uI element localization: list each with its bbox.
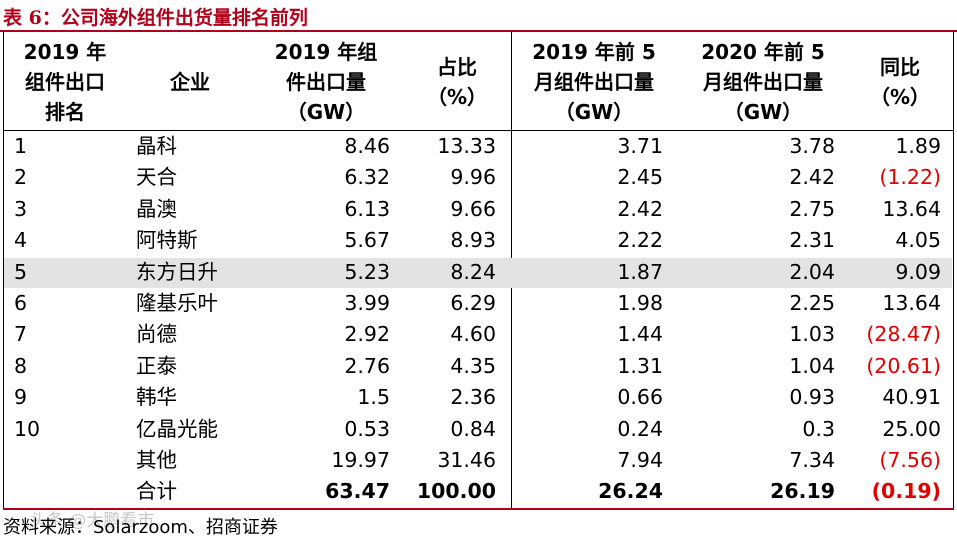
cell-rank: 7 xyxy=(14,322,28,347)
table-frame xyxy=(3,32,954,510)
cell-company: 合计 xyxy=(136,479,177,504)
cell-exp2019: 5.23 xyxy=(344,259,390,284)
cell-share: 31.46 xyxy=(437,448,496,472)
cell-company: 韩华 xyxy=(136,385,177,410)
cell-rank: 1 xyxy=(14,134,28,158)
table-title: 表 6：公司海外组件出货量排名前列 xyxy=(3,7,308,29)
cell-company: 其他 xyxy=(136,448,177,472)
cell-yoy: (20.61) xyxy=(866,353,941,378)
cell-yoy: (0.19) xyxy=(871,479,941,504)
header-rule xyxy=(3,130,954,131)
cell-share: 9.66 xyxy=(450,196,496,221)
watermark: 头条 @大鹏看市 xyxy=(30,511,155,531)
header-export-2019: 2019 年组 件出口量 （GW） xyxy=(274,40,378,124)
cell-exp2019: 3.99 xyxy=(344,291,390,315)
cell-exp2019-5m: 26.24 xyxy=(598,479,663,504)
cell-share: 9.96 xyxy=(450,165,496,190)
cell-company: 亿晶光能 xyxy=(136,416,218,441)
cell-share: 6.29 xyxy=(450,291,496,315)
cell-yoy: 1.89 xyxy=(895,134,941,158)
cell-exp2020-5m: 3.78 xyxy=(789,134,835,158)
cell-rank: 6 xyxy=(14,291,28,315)
cell-exp2020-5m: 2.75 xyxy=(789,196,835,221)
cell-exp2019: 2.92 xyxy=(344,322,390,347)
cell-exp2020-5m: 2.25 xyxy=(789,291,835,315)
cell-exp2019-5m: 0.66 xyxy=(617,385,663,410)
cell-exp2019-5m: 7.94 xyxy=(617,448,663,472)
cell-rank: 9 xyxy=(14,385,28,410)
cell-exp2019-5m: 2.22 xyxy=(617,228,663,253)
cell-exp2019: 6.32 xyxy=(344,165,390,190)
cell-exp2019-5m: 2.42 xyxy=(617,196,663,221)
cell-company: 晶澳 xyxy=(136,196,177,221)
cell-exp2019: 0.53 xyxy=(344,416,390,441)
cell-company: 晶科 xyxy=(136,134,177,158)
cell-share: 0.84 xyxy=(450,416,496,441)
header-export-2020-5m: 2020 年前 5 月组件出口量 （GW） xyxy=(701,40,825,124)
cell-rank: 4 xyxy=(14,228,28,253)
header-company: 企业 xyxy=(170,70,210,94)
cell-exp2019: 19.97 xyxy=(331,448,390,472)
cell-exp2019: 6.13 xyxy=(344,196,390,221)
cell-exp2020-5m: 2.04 xyxy=(789,259,835,284)
cell-exp2019: 2.76 xyxy=(344,353,390,378)
cell-company: 隆基乐叶 xyxy=(136,291,218,315)
cell-share: 4.35 xyxy=(450,353,496,378)
cell-exp2019: 63.47 xyxy=(325,479,390,504)
cell-yoy: (7.56) xyxy=(879,448,941,472)
title-rule xyxy=(0,30,957,32)
cell-yoy: 40.91 xyxy=(882,385,941,410)
cell-share: 4.60 xyxy=(450,322,496,347)
cell-rank: 8 xyxy=(14,353,28,378)
cell-exp2020-5m: 2.42 xyxy=(789,165,835,190)
cell-yoy: 4.05 xyxy=(895,228,941,253)
table-bottom-rule xyxy=(3,508,954,510)
cell-exp2020-5m: 7.34 xyxy=(789,448,835,472)
cell-share: 13.33 xyxy=(437,134,496,158)
cell-rank: 5 xyxy=(14,259,28,284)
cell-yoy: 25.00 xyxy=(882,416,941,441)
cell-exp2020-5m: 0.93 xyxy=(789,385,835,410)
source-note: 资料来源：Solarzoom、招商证券 xyxy=(3,517,278,538)
cell-exp2019: 1.5 xyxy=(357,385,390,410)
cell-company: 正泰 xyxy=(136,353,177,378)
cell-company: 尚德 xyxy=(136,322,177,347)
cell-yoy: (1.22) xyxy=(879,165,941,190)
cell-company: 东方日升 xyxy=(136,259,218,284)
cell-exp2020-5m: 1.04 xyxy=(789,353,835,378)
cell-yoy: 13.64 xyxy=(882,291,941,315)
cell-share: 2.36 xyxy=(450,385,496,410)
cell-share: 100.00 xyxy=(416,479,496,504)
cell-rank: 10 xyxy=(14,416,41,441)
cell-exp2019-5m: 1.98 xyxy=(617,291,663,315)
cell-exp2020-5m: 26.19 xyxy=(770,479,835,504)
cell-share: 8.24 xyxy=(450,259,496,284)
cell-exp2019-5m: 3.71 xyxy=(617,134,663,158)
cell-exp2019-5m: 1.44 xyxy=(617,322,663,347)
header-rank: 2019 年 组件出口 排名 xyxy=(23,40,107,124)
cell-exp2020-5m: 2.31 xyxy=(789,228,835,253)
cell-company: 阿特斯 xyxy=(136,228,198,253)
cell-exp2019-5m: 1.31 xyxy=(617,353,663,378)
cell-exp2019-5m: 1.87 xyxy=(617,259,663,284)
cell-exp2019-5m: 2.45 xyxy=(617,165,663,190)
cell-rank: 2 xyxy=(14,165,28,190)
cell-company: 天合 xyxy=(136,165,177,190)
header-export-2019-5m: 2019 年前 5 月组件出口量 （GW） xyxy=(532,40,656,124)
highlight-row-band xyxy=(4,258,952,288)
cell-share: 8.93 xyxy=(450,228,496,253)
cell-yoy: 9.09 xyxy=(895,259,941,284)
header-share: 占比 （%） xyxy=(426,55,488,109)
cell-exp2019-5m: 0.24 xyxy=(617,416,663,441)
cell-exp2020-5m: 0.3 xyxy=(802,416,835,441)
header-yoy: 同比 （%） xyxy=(869,55,931,109)
cell-exp2019: 5.67 xyxy=(344,228,390,253)
cell-yoy: (28.47) xyxy=(866,322,941,347)
cell-yoy: 13.64 xyxy=(882,196,941,221)
cell-exp2020-5m: 1.03 xyxy=(789,322,835,347)
cell-exp2019: 8.46 xyxy=(344,134,390,158)
cell-rank: 3 xyxy=(14,196,28,221)
